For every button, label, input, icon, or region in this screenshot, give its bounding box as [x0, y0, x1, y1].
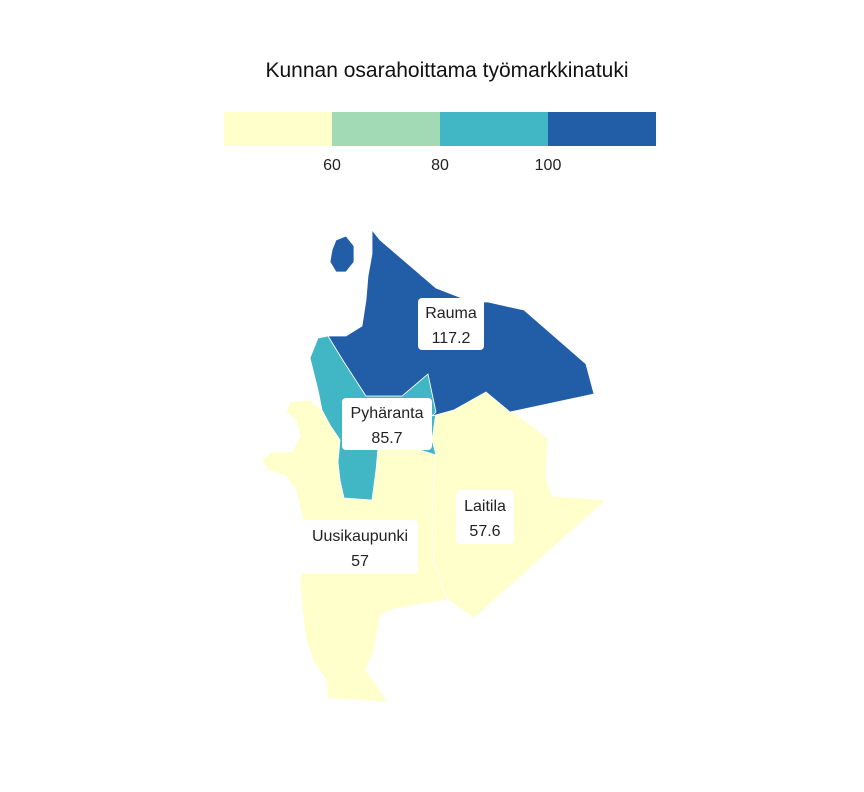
map-title: Kunnan osarahoittama työmarkkinatuki [265, 59, 628, 82]
legend-tick: 60 [323, 157, 341, 174]
legend-bin-3 [440, 112, 548, 146]
legend-bin-4 [548, 112, 656, 146]
legend-tick: 80 [431, 157, 449, 174]
label-box [456, 490, 514, 544]
label-value: 117.2 [432, 330, 471, 347]
label-pyharanta: Pyhäranta 85.7 [342, 398, 432, 450]
label-name: Rauma [425, 305, 477, 322]
color-legend: 60 80 100 [224, 112, 656, 174]
label-box [418, 298, 484, 350]
municipality-laitila[interactable] [431, 391, 607, 619]
municipality-rauma-island[interactable] [329, 235, 355, 273]
label-name: Pyhäranta [351, 405, 424, 422]
label-box [342, 398, 432, 450]
legend-bin-1 [224, 112, 332, 146]
municipality-labels: Rauma 117.2 Pyhäranta 85.7 Laitila 57.6 … [302, 298, 514, 574]
label-value: 57 [351, 553, 369, 570]
label-name: Laitila [464, 498, 506, 515]
label-box [302, 520, 418, 574]
label-name: Uusikaupunki [312, 528, 408, 545]
label-rauma: Rauma 117.2 [418, 298, 484, 350]
label-value: 57.6 [469, 523, 500, 540]
legend-tick: 100 [535, 157, 562, 174]
legend-bin-2 [332, 112, 440, 146]
label-uusikaupunki: Uusikaupunki 57 [302, 520, 418, 574]
label-laitila: Laitila 57.6 [456, 490, 514, 544]
label-value: 85.7 [371, 430, 402, 447]
